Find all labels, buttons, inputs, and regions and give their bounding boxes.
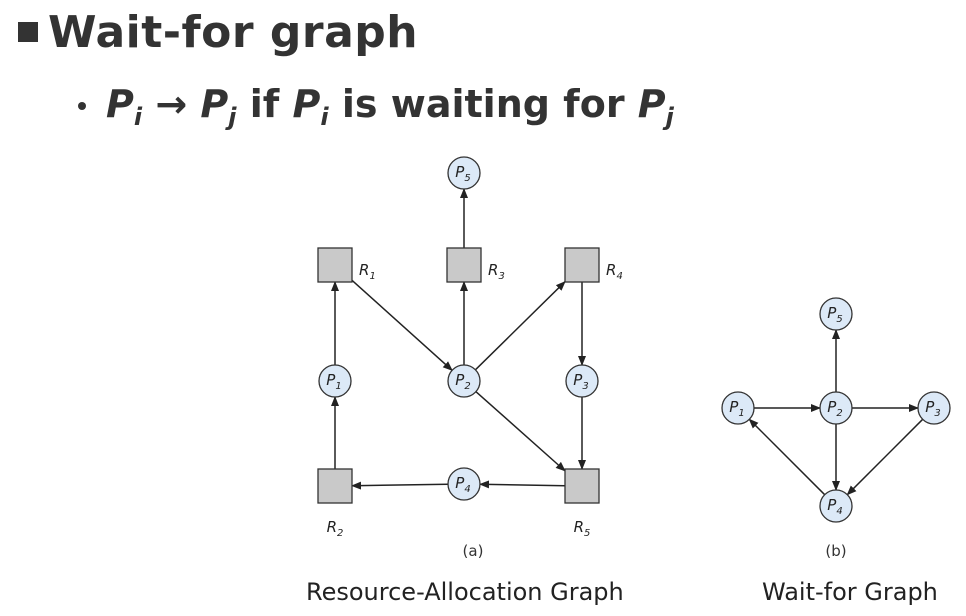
- subtitle-var-pi-2: Pi: [292, 82, 329, 131]
- rag-edge-r1-p2: [351, 279, 453, 371]
- subtitle-row: Pi → Pj if Pi is waiting for Pj: [78, 74, 674, 134]
- rag-nodes: R1 R2 R3 R4 R5 P1 P2 P3 P4 P5: [317, 156, 623, 539]
- wfg-process-p2: [819, 391, 853, 425]
- subtitle-arrow: →: [155, 82, 188, 126]
- rag-edge-p4-r2: [351, 481, 449, 490]
- wfg-process-p3: [917, 391, 951, 425]
- wfg-process-label-p5: P5: [827, 304, 842, 325]
- wfg-process-p5: [819, 297, 853, 331]
- wfg-process-p4: [819, 489, 853, 523]
- rag-resource-label-r1: R1: [359, 261, 376, 282]
- rag-edge-r5-p4: [478, 480, 566, 489]
- rag-process-label-p3: P3: [573, 371, 588, 392]
- rag-resource-r3: [446, 247, 482, 283]
- panel-label-b: (b): [825, 542, 846, 560]
- rag-resource-r1: [317, 247, 353, 283]
- rag-process-label-p5: P5: [455, 163, 470, 184]
- rag-process-label-p1: P1: [326, 371, 341, 392]
- wfg-edges: [748, 329, 924, 496]
- rag-resource-label-r2: R2: [327, 518, 344, 539]
- wfg-edge-p4-p1: [748, 418, 826, 496]
- rag-edge-p2-r5: [475, 391, 566, 472]
- subtitle-waiting: is waiting for: [328, 82, 638, 126]
- subtitle-var-pi-1: Pi: [106, 82, 143, 131]
- panel-label-a: (a): [463, 542, 484, 560]
- wfg-process-label-p2: P2: [827, 398, 842, 419]
- rag-process-p1: [318, 364, 352, 398]
- rag-resource-r5: [564, 468, 600, 504]
- rag-process-label-p4: P4: [455, 474, 470, 495]
- rag-edge-p2-r4: [474, 281, 566, 371]
- square-bullet-icon: [18, 22, 38, 42]
- wfg-process-p1: [721, 391, 755, 425]
- rag-process-p4: [447, 467, 481, 501]
- rag-process-label-p2: P2: [455, 371, 470, 392]
- subtitle-var-pj-1: Pj: [200, 82, 237, 131]
- subtitle-text: Pi → Pj if Pi is waiting for Pj: [106, 82, 674, 131]
- wfg-process-label-p1: P1: [729, 398, 744, 419]
- slide-title: Wait-for graph: [48, 6, 419, 58]
- rag-resource-r4: [564, 247, 600, 283]
- subtitle-if: if: [236, 82, 293, 126]
- wfg-nodes: P1 P2 P3 P4 P5: [721, 297, 951, 523]
- wfg-edge-p3-p4: [846, 418, 924, 496]
- title-row: Wait-for graph: [18, 2, 418, 62]
- round-bullet-icon: [78, 102, 86, 110]
- rag-resource-label-r5: R5: [574, 518, 591, 539]
- rag-resource-label-r4: R4: [606, 261, 623, 282]
- wfg-process-label-p3: P3: [925, 398, 940, 419]
- rag-resource-label-r3: R3: [488, 261, 505, 282]
- rag-process-p5: [447, 156, 481, 190]
- caption-wait-for: Wait-for Graph: [762, 578, 938, 606]
- caption-resource-allocation: Resource-Allocation Graph: [306, 578, 624, 606]
- subtitle-var-pj-2: Pj: [637, 82, 674, 131]
- rag-resource-r2: [317, 468, 353, 504]
- rag-process-p3: [565, 364, 599, 398]
- rag-edges: [331, 188, 586, 490]
- rag-process-p2: [447, 364, 481, 398]
- wfg-process-label-p4: P4: [827, 496, 842, 517]
